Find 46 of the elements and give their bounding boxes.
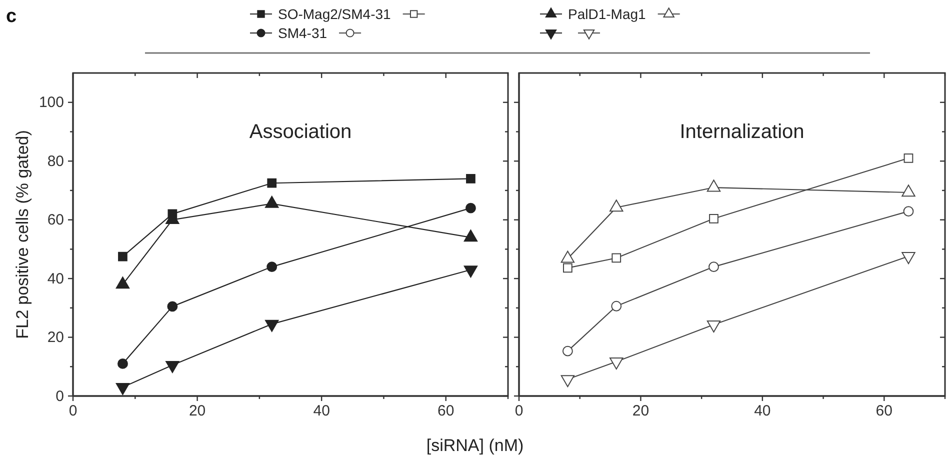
- point: [904, 153, 914, 163]
- x-tick-label: 40: [754, 402, 771, 420]
- y-tick-label: 60: [47, 212, 64, 229]
- point: [612, 253, 622, 263]
- legend-label: SO-Mag2/SM4-31: [278, 6, 392, 22]
- point: [611, 300, 622, 312]
- x-axis-title: [siRNA] (nM): [426, 436, 524, 455]
- point: [265, 320, 279, 332]
- x-tick-label: 40: [313, 402, 330, 420]
- x-tick-label: 20: [188, 402, 206, 420]
- point: [709, 214, 718, 224]
- legend-label: PalD1-Mag1: [568, 6, 646, 22]
- y-tick-label: 80: [47, 152, 64, 170]
- point: [118, 252, 128, 262]
- text: c: [6, 6, 17, 27]
- point: [706, 320, 721, 332]
- y-tick-label: 40: [47, 270, 64, 288]
- point: [708, 262, 719, 272]
- text: Association: [249, 121, 352, 143]
- y-axis-title: FL2 positive cells (% gated): [13, 130, 32, 339]
- point: [706, 180, 721, 192]
- y-tick-label: 0: [56, 388, 64, 405]
- point: [266, 262, 278, 272]
- point: [267, 178, 277, 188]
- point: [464, 266, 478, 278]
- point: [560, 375, 575, 388]
- text: Internalization: [680, 121, 804, 143]
- x-tick-label: 0: [68, 402, 78, 420]
- point: [902, 184, 916, 197]
- x-tick-label: 0: [514, 402, 524, 420]
- point: [116, 383, 130, 396]
- point: [166, 361, 180, 374]
- point: [903, 206, 914, 217]
- point: [466, 174, 476, 184]
- x-tick-label: 60: [876, 402, 892, 420]
- x-tick-label: 60: [438, 402, 454, 420]
- y-tick-label: 100: [38, 94, 64, 112]
- point: [610, 357, 624, 370]
- legend-label: SM4-31: [278, 25, 328, 41]
- point: [563, 263, 572, 273]
- point: [610, 200, 624, 212]
- point: [167, 301, 178, 312]
- point: [562, 346, 573, 356]
- y-tick-label: 20: [47, 329, 64, 346]
- x-tick-label: 20: [632, 402, 650, 420]
- point: [465, 202, 476, 214]
